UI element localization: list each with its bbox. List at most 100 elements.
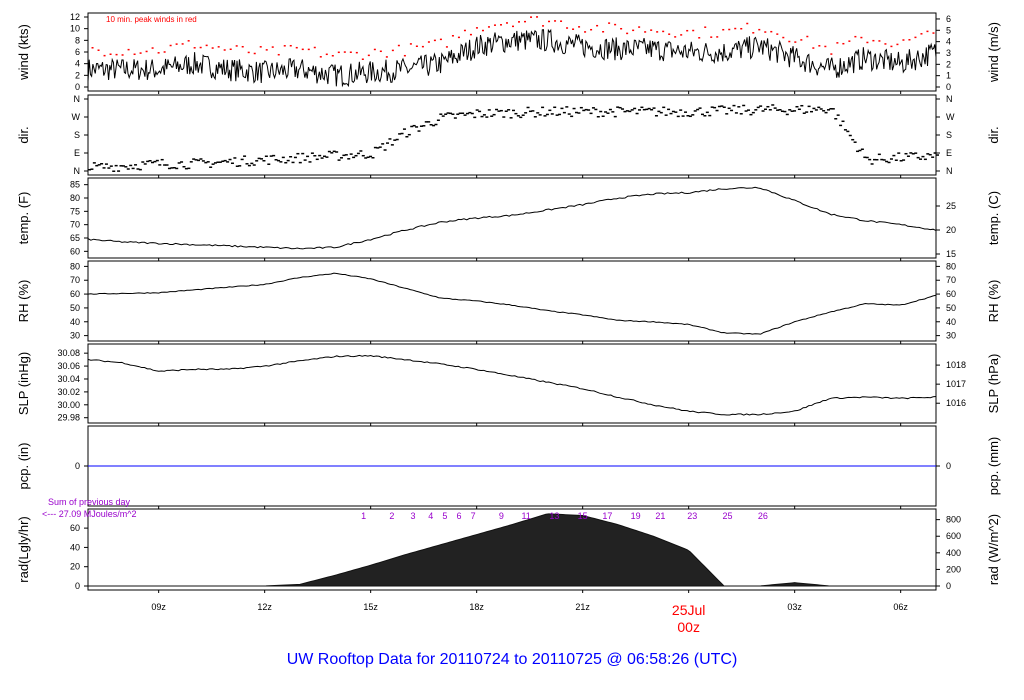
x-tick-label: 03z [787,602,802,612]
dir-mark [623,110,627,113]
dir-mark [272,154,276,157]
dir-mark [279,161,283,163]
dir-mark [243,155,247,157]
dir-mark [793,110,797,112]
dir-mark [393,139,397,141]
dir-mark [640,106,644,109]
tick-label-right: 80 [946,261,956,271]
peak-wind-mark [698,37,701,39]
peak-wind-mark [608,22,611,24]
dir-mark [662,106,666,109]
dir-mark [868,158,872,161]
dir-mark [88,168,91,171]
dir-mark [846,130,850,133]
x-tick-label: 09z [151,602,166,612]
peak-wind-mark [421,45,424,48]
dir-mark [252,164,256,166]
dir-mark [858,149,862,152]
dir-mark [347,158,351,160]
dir-mark [383,149,387,151]
peak-wind-mark [704,26,707,28]
dir-mark [126,168,130,170]
dir-mark [919,158,923,160]
peak-wind-mark [764,31,767,33]
dir-mark [323,155,327,158]
dir-mark [269,155,273,157]
dir-mark [851,138,855,141]
dir-mark [720,105,724,107]
peak-wind-mark [530,16,533,18]
dir-mark [812,107,816,110]
peak-wind-mark [253,52,256,55]
dir-mark [465,112,469,115]
dir-mark [572,107,576,110]
dir-mark [119,165,123,167]
dir-mark [478,110,482,113]
dir-mark [676,115,680,118]
peak-wind-mark [668,33,671,35]
dir-mark [509,117,513,119]
dir-mark [783,110,787,113]
peak-wind-mark [127,48,130,51]
peak-wind-mark [115,53,118,56]
dir-mark [574,111,578,114]
tick-label: 40 [70,317,80,327]
tick-label-right: N [946,166,953,176]
dir-mark [856,150,860,153]
dir-mark [339,157,343,159]
dir-mark [204,161,208,164]
dir-mark [865,156,869,159]
dir-mark [611,111,615,113]
dir-mark [688,115,692,118]
peak-wind-mark [469,33,472,36]
dir-mark [422,125,426,127]
series-line-wind [87,28,937,88]
peak-wind-mark [656,31,659,33]
dir-mark [710,106,714,108]
cumulative-label: 21 [655,511,665,521]
dir-mark [601,115,605,118]
dir-mark [439,113,443,115]
tick-label-right: 1 [946,71,951,81]
peak-wind-mark [884,43,887,45]
dir-mark [671,110,675,113]
dir-mark [667,108,671,111]
dir-mark [824,111,828,114]
peak-wind-mark [373,48,376,51]
dir-mark [899,160,903,162]
peak-wind-mark [319,56,322,58]
dir-mark [492,113,496,116]
peak-wind-mark [349,51,352,53]
dir-mark [807,105,811,108]
peak-wind-mark [463,29,466,32]
peak-wind-mark [728,28,731,31]
dir-mark [390,144,394,146]
dir-mark [885,160,889,163]
dir-mark [301,152,305,155]
wind-annotation: 10 min. peak winds in red [106,15,197,24]
tick-label: 0 [75,581,80,591]
peak-wind-mark [644,31,647,33]
peak-wind-mark [734,27,737,30]
peak-wind-mark [932,32,935,34]
ylabel-rad: rad(Lgly/hr) [16,516,31,582]
dir-mark [725,113,729,115]
peak-wind-mark [109,53,112,55]
dir-mark [897,152,901,154]
dir-mark [226,161,230,163]
dir-mark [516,115,520,117]
peak-wind-mark [157,52,160,54]
dir-mark [894,159,898,161]
tick-label: 29.98 [57,413,80,423]
tick-label-right: E [946,148,952,158]
dir-mark [436,119,440,122]
ylabel-wind: wind (kts) [16,24,31,81]
tick-label-right: 3 [946,48,951,58]
peak-wind-mark [710,36,713,38]
dir-mark [189,161,193,163]
tick-label-right: 200 [946,564,961,574]
peak-wind-mark [295,46,298,49]
tick-label: 30.02 [57,387,80,397]
dir-mark [674,111,678,113]
dir-mark [480,115,484,118]
